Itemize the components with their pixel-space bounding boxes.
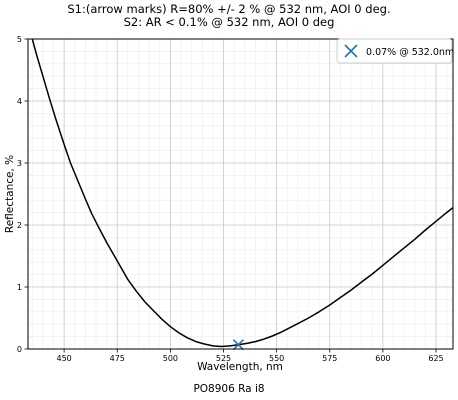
axis-ticks [24, 38, 437, 353]
x-tick-label: 625 [428, 354, 443, 363]
axis-tick-labels: 450 475 500 525 550 575 600 625 0 1 2 3 4 5 [17, 35, 444, 363]
y-tick-label: 3 [17, 159, 22, 168]
legend-box [336, 38, 453, 64]
marker-x-stroke [232, 339, 244, 351]
x-axis-label: Wavelength, nm [197, 361, 283, 373]
reflectance-curve [31, 38, 454, 348]
y-tick-label: 0 [17, 345, 22, 354]
legend-marker-icon [344, 44, 358, 58]
chart-title-line-1: S1:(arrow marks) R=80% +/- 2 % @ 532 nm,… [67, 2, 391, 16]
x-tick-label: 450 [56, 354, 71, 363]
x-tick-label: 500 [163, 354, 178, 363]
major-grid [28, 38, 453, 350]
x-tick-label: 550 [269, 354, 284, 363]
legend-label: 0.07% @ 532.0nm [366, 47, 454, 58]
minor-grid [28, 39, 453, 349]
y-tick-label: 2 [17, 221, 22, 230]
x-tick-label: 525 [216, 354, 231, 363]
x-tick-label: 475 [110, 354, 125, 363]
y-tick-label: 4 [17, 97, 22, 106]
y-tick-label: 5 [17, 35, 22, 44]
y-axis-label: Reflectance, % [4, 155, 16, 233]
plot-frame [27, 38, 454, 350]
footer-caption: PO8906 Ra i8 [193, 383, 265, 395]
measurement-marker [232, 339, 244, 351]
y-tick-label: 1 [17, 283, 22, 292]
chart-title-line-2: S2: AR < 0.1% @ 532 nm, AOI 0 deg [123, 15, 335, 29]
x-tick-label: 575 [322, 354, 337, 363]
legend: 0.07% @ 532.0nm [336, 38, 454, 64]
x-tick-label: 600 [375, 354, 390, 363]
